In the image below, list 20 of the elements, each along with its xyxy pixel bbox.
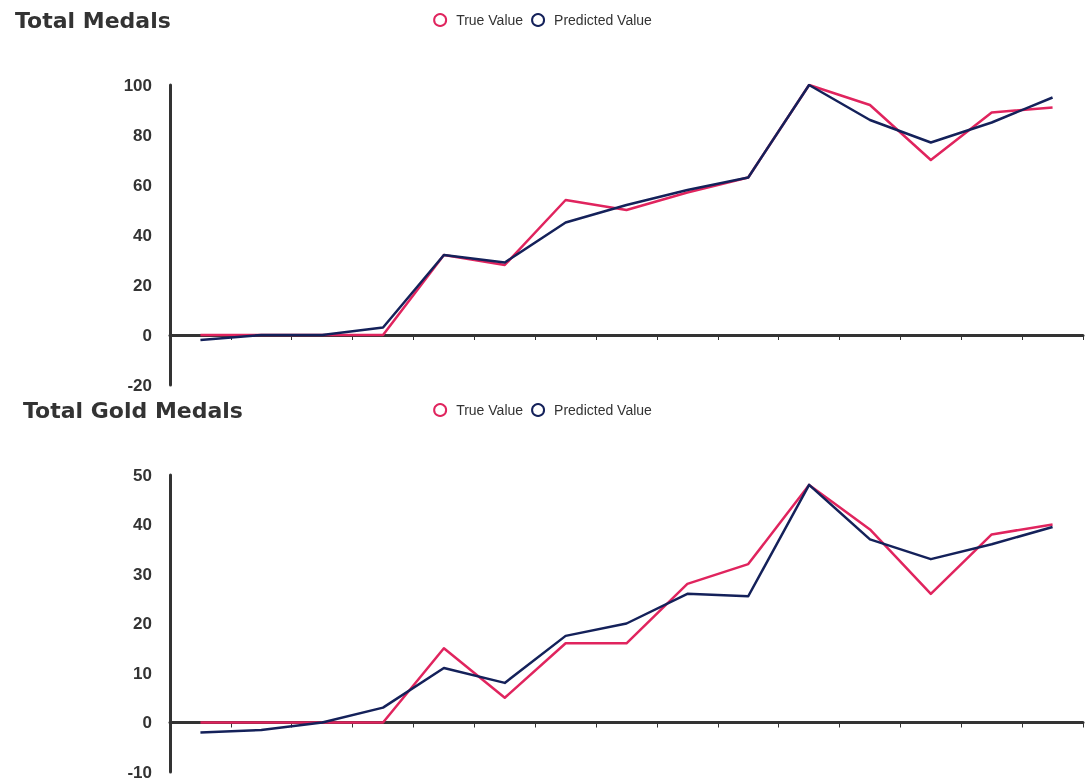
- y-tick-label: 40: [133, 515, 152, 534]
- y-tick-label: 30: [133, 564, 152, 584]
- y-tick-label: 80: [133, 125, 152, 145]
- legend-label: Predicted Value: [554, 402, 653, 418]
- chart-title: Total Gold Medals: [23, 397, 243, 423]
- chart-title: Total Medals: [15, 7, 171, 33]
- y-tick-label: 60: [133, 175, 152, 195]
- y-tick-label: 100: [123, 75, 152, 95]
- y-tick-label: 50: [133, 465, 152, 485]
- legend-label: True Value: [456, 12, 524, 28]
- y-tick-label: 20: [133, 614, 152, 633]
- y-tick-label: 10: [133, 663, 152, 683]
- y-tick-label: 40: [133, 225, 152, 245]
- y-tick-label: 0: [142, 325, 152, 345]
- legend-label: Predicted Value: [554, 12, 653, 28]
- legend-label: True Value: [456, 402, 524, 418]
- y-tick-label: 20: [133, 275, 152, 295]
- y-tick-label: 0: [142, 713, 152, 732]
- y-tick-label: -10: [127, 762, 152, 781]
- y-tick-label: -20: [127, 375, 152, 395]
